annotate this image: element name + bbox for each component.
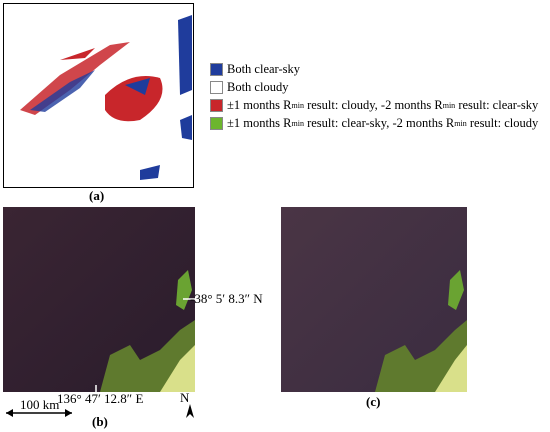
legend-text: result: cloudy, -2 months R (303, 98, 443, 112)
land (176, 270, 192, 310)
legend-swatch (210, 99, 223, 112)
legend-subscript: min (454, 119, 467, 128)
land (448, 270, 464, 310)
north-label: N (180, 390, 190, 405)
legend-item: Both cloudy (210, 80, 288, 95)
legend-text: ±1 months R (227, 116, 292, 130)
land (375, 320, 467, 392)
legend-text: result: clear-sky (455, 98, 539, 112)
legend-text: result: cloudy (466, 116, 539, 130)
land (160, 345, 195, 392)
scale-label: 100 km (20, 397, 60, 412)
panel-label: (c) (366, 394, 381, 409)
panel-a-map (20, 15, 192, 180)
panel-label: (a) (89, 188, 105, 203)
legend-text: result: clear-sky, -2 months R (303, 116, 455, 130)
legend-subscript: min (291, 101, 304, 110)
panel-label: (b) (92, 414, 108, 429)
legend-swatch (210, 117, 223, 130)
legend-text: Both clear-sky (227, 62, 300, 76)
legend-item: Both clear-sky (210, 62, 300, 77)
legend-text: ±1 months R (227, 98, 292, 112)
scale-arrows (6, 409, 72, 417)
panel-a-frame (3, 3, 194, 188)
legend-subscript: min (291, 119, 304, 128)
legend-text: Both cloudy (227, 80, 289, 94)
legend-swatch (210, 63, 223, 76)
land (435, 345, 467, 392)
north-arrow (186, 404, 194, 418)
lon-label: 136° 47′ 12.8″ E (57, 391, 144, 406)
legend-swatch (210, 81, 223, 94)
legend-subscript: min (442, 101, 456, 110)
lat-label: -38° 5′ 8.3″ N (190, 291, 263, 306)
